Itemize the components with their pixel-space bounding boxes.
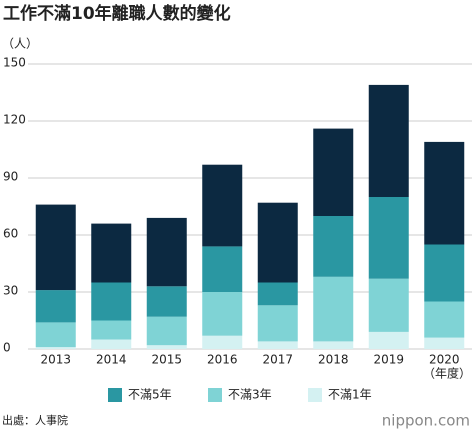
x-tick-label: 2016 [207, 353, 238, 367]
bar-segment [313, 128, 354, 216]
bar-segment [257, 202, 298, 283]
brand-logo: nippon.com [382, 412, 470, 430]
legend-label: 不滿3年 [228, 388, 272, 402]
source: 出處：人事院 [2, 413, 68, 427]
legend-swatch [108, 388, 122, 402]
y-tick-label: 150 [3, 56, 26, 70]
y-tick-label: 30 [3, 284, 18, 298]
bar-segment [91, 320, 132, 340]
bar-segment [257, 282, 298, 306]
bar-segment [257, 341, 298, 349]
y-axis-label: （人） [2, 37, 38, 51]
y-tick-label: 120 [3, 113, 26, 127]
bar-segment [257, 305, 298, 342]
bar-segment [35, 322, 76, 348]
bar-segment [146, 217, 187, 287]
bar-segment [313, 276, 354, 342]
y-tick-label: 0 [3, 341, 11, 355]
bar-segment [91, 339, 132, 349]
legend-swatch [308, 388, 322, 402]
bar-segment [146, 316, 187, 346]
x-tick-label: 2014 [96, 353, 127, 367]
x-tick-label: 2019 [373, 353, 404, 367]
y-tick-label: 60 [3, 227, 18, 241]
bar-segment [368, 331, 409, 349]
bar-segment [202, 292, 243, 336]
x-tick-label: 2018 [318, 353, 349, 367]
bar-segment [368, 197, 409, 279]
bar-segment [146, 286, 187, 317]
x-tick-label: 2020 [429, 353, 460, 367]
bar-segment [424, 141, 465, 245]
bar-segment [146, 345, 187, 349]
bar-segment [202, 246, 243, 292]
bar-segment [91, 223, 132, 283]
x-tick-label: 2015 [151, 353, 182, 367]
bar-segment [424, 337, 465, 349]
bar-segment [202, 164, 243, 247]
bar-segment [368, 84, 409, 197]
x-tick-label: 2017 [262, 353, 293, 367]
x-tick-label: 2013 [40, 353, 71, 367]
bar-segment [35, 347, 76, 349]
legend-label: 不滿1年 [328, 388, 372, 402]
bar-segment [424, 301, 465, 338]
bar-segment [313, 216, 354, 277]
bar-segment [202, 335, 243, 349]
bar-segment [35, 290, 76, 323]
x-axis-label: （年度） [423, 366, 471, 381]
legend-swatch [208, 388, 222, 402]
bar-segment [35, 204, 76, 291]
y-tick-label: 90 [3, 170, 18, 184]
bar-segment [313, 341, 354, 349]
bar-segment [368, 278, 409, 332]
legend-label: 不滿5年 [128, 388, 172, 402]
bar-segment [91, 282, 132, 321]
bar-segment [424, 244, 465, 302]
chart-title: 工作不滿10年離職人數的變化 [3, 3, 231, 24]
